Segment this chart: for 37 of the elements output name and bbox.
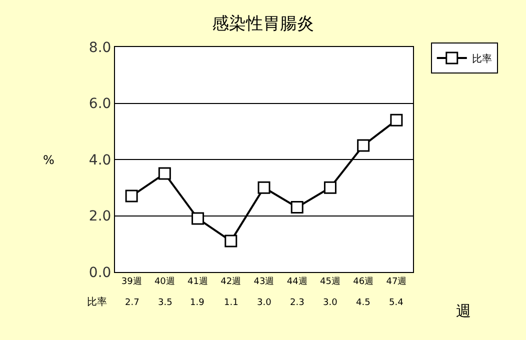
- point: [192, 212, 204, 225]
- y-tick-label: 4.0: [88, 152, 112, 168]
- x-axis-title: 週: [456, 302, 471, 320]
- data-label: 3.0: [323, 298, 338, 308]
- point: [258, 181, 270, 194]
- x-tick-label: 39週: [121, 276, 142, 287]
- data-label: 3.5: [158, 298, 172, 308]
- point: [390, 114, 403, 126]
- y-tick-label: 0.0: [88, 264, 112, 281]
- y-tick-label: 8.0: [88, 40, 112, 56]
- y-tick-label: 2.0: [88, 208, 112, 225]
- data-label: 2.3: [290, 298, 304, 308]
- point: [224, 234, 238, 248]
- chart-title: 感染性胃腸炎: [212, 14, 314, 34]
- point: [324, 181, 336, 194]
- text: 比率: [87, 297, 107, 308]
- data-label: 1.1: [224, 298, 238, 308]
- x-tick-label: 46週: [353, 276, 374, 287]
- y-tick-label: 6.0: [88, 96, 112, 112]
- data-label: 3.0: [257, 298, 272, 308]
- point: [158, 167, 171, 180]
- y-axis-title: %: [43, 153, 54, 167]
- legend-label: 比率: [472, 52, 492, 65]
- data-label: 2.7: [125, 298, 140, 308]
- data-label: 4.5: [356, 298, 370, 308]
- x-tick-label: 41週: [188, 276, 208, 287]
- x-tick-label: 44週: [286, 276, 308, 287]
- data-label: 1.9: [190, 298, 205, 308]
- data-label: 5.4: [389, 298, 404, 308]
- x-tick-label: 43週: [254, 276, 274, 287]
- x-tick-label: 47週: [386, 276, 407, 287]
- x-tick-label: 40週: [154, 276, 175, 287]
- x-tick-label: 45週: [320, 276, 340, 287]
- point: [357, 139, 370, 152]
- point: [125, 190, 138, 202]
- point: [290, 201, 304, 214]
- x-tick-label: 42週: [220, 276, 242, 287]
